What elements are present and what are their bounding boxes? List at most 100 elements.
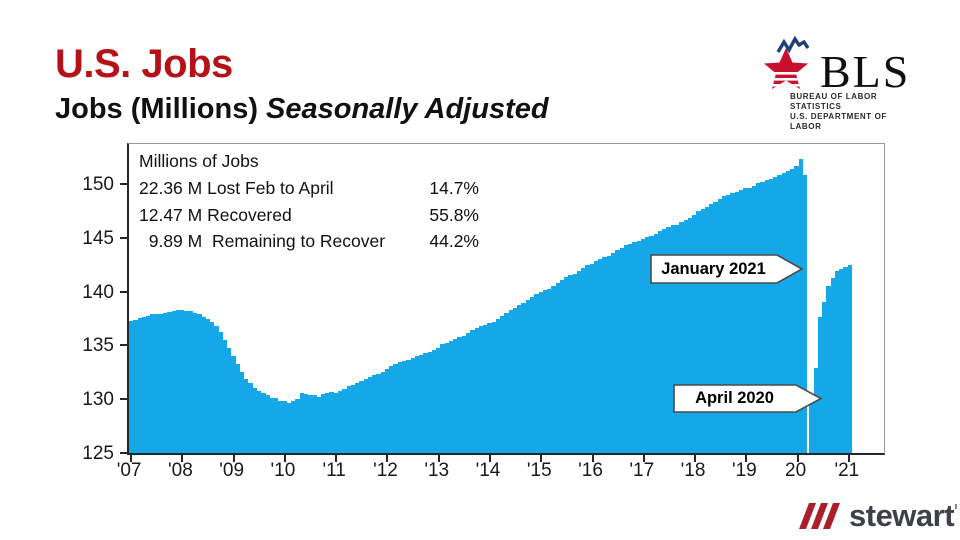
bar-month <box>495 318 501 453</box>
y-tick-label: 145 <box>82 227 114 249</box>
bar-month <box>384 368 390 453</box>
bar-month <box>730 193 735 453</box>
bar-month <box>696 211 701 453</box>
bar-month <box>325 393 330 453</box>
bar-month <box>517 304 522 453</box>
x-tick-label: '11 <box>322 460 346 481</box>
bar-month <box>751 185 757 453</box>
page-title: U.S. Jobs <box>55 42 233 86</box>
bar-month <box>847 264 852 453</box>
bls-acronym: BLS <box>820 45 911 97</box>
bar-month <box>785 170 791 453</box>
bar-month <box>346 385 351 453</box>
annotation-row: 22.36 M Lost Feb to April 14.7% <box>139 175 479 202</box>
bar-month <box>248 382 253 453</box>
bar-month <box>798 159 803 453</box>
x-tick-label: '19 <box>731 460 757 481</box>
bar-month <box>826 285 831 453</box>
bar-month <box>662 229 667 453</box>
bar-month <box>342 389 347 453</box>
bar-month <box>320 394 326 453</box>
bar-month <box>551 285 556 453</box>
bar-month <box>576 270 582 453</box>
x-tick-mark <box>181 453 184 462</box>
bar-month <box>704 206 710 453</box>
bar-month <box>252 388 257 453</box>
bar-month <box>747 187 752 453</box>
bar-month <box>666 227 671 453</box>
y-axis-labels: 125 130 135 140 145 150 <box>78 143 120 464</box>
annotation-row-label: 9.89 M Remaining to Recover <box>139 231 386 252</box>
stewart-wordmark: stewart <box>849 498 955 533</box>
bar-month <box>709 203 714 453</box>
bar-month <box>738 189 744 453</box>
bar-month <box>419 354 424 453</box>
stewart-stripes-icon <box>799 502 840 529</box>
bar-month <box>363 379 368 453</box>
bar-month <box>448 341 454 453</box>
bar-month <box>564 277 569 453</box>
bar-month <box>568 275 573 453</box>
callout-arrow-shape <box>650 254 804 284</box>
bar-month <box>167 312 172 453</box>
bar-month <box>329 392 334 453</box>
bar-month <box>133 319 138 453</box>
bar-month <box>461 335 466 453</box>
bar-month <box>534 294 539 453</box>
bar-month <box>619 248 624 453</box>
bar-month <box>256 391 262 453</box>
x-tick-label: '13 <box>424 460 450 481</box>
bar-month <box>721 196 727 453</box>
bls-logo: BLS BUREAU OF LABOR STATISTICS U.S. DEPA… <box>758 36 918 132</box>
x-tick-mark <box>232 453 235 462</box>
bar-month <box>154 314 159 453</box>
x-tick-mark <box>694 453 697 462</box>
bar-month <box>813 367 818 453</box>
bar-month <box>214 326 219 453</box>
bar-month <box>555 282 560 453</box>
bar-month <box>175 310 181 453</box>
bar-month <box>474 328 479 453</box>
bar-month <box>687 217 693 453</box>
plot-area: Millions of Jobs 22.36 M Lost Feb to Apr… <box>120 143 885 462</box>
bar-month <box>593 261 599 453</box>
bar-month <box>201 316 206 453</box>
x-tick-label: '21 <box>834 460 860 481</box>
y-tick-mark <box>120 183 129 186</box>
y-tick-label: 125 <box>82 443 114 464</box>
bar-month <box>598 259 603 453</box>
bar-month <box>700 209 705 453</box>
x-tick-mark <box>847 453 850 462</box>
chart-subtitle: Jobs (Millions) Seasonally Adjusted <box>55 93 549 126</box>
y-tick-label: 130 <box>82 389 114 411</box>
bar-month <box>350 384 356 453</box>
x-tick-mark <box>283 453 286 462</box>
bar-month <box>389 365 394 453</box>
bar-month <box>645 236 650 453</box>
bar-month <box>615 249 620 453</box>
bar-month <box>508 310 513 453</box>
bar-month <box>817 316 823 453</box>
bar-month <box>679 221 684 453</box>
x-tick-mark <box>591 453 594 462</box>
callout-april-2020-label: April 2020 <box>695 389 774 407</box>
x-tick-label: '18 <box>680 460 706 481</box>
annotation-row-percent: 55.8% <box>429 204 479 225</box>
bar-month <box>431 349 437 453</box>
bar-month <box>756 183 761 453</box>
bar-month <box>210 321 215 453</box>
bar-month <box>675 224 680 453</box>
bar-month <box>839 268 844 453</box>
bar-month <box>316 396 321 453</box>
bar-month <box>602 256 607 453</box>
bar-month <box>692 215 697 453</box>
y-tick-label: 135 <box>82 335 114 357</box>
bar-month <box>359 380 364 453</box>
y-tick-mark <box>120 236 129 239</box>
callout-january-2021: January 2021 <box>650 254 804 284</box>
x-tick-mark <box>386 453 389 462</box>
bar-month <box>802 174 808 453</box>
bar-month <box>628 244 633 453</box>
x-tick-mark <box>745 453 748 462</box>
bar-month <box>244 379 249 453</box>
